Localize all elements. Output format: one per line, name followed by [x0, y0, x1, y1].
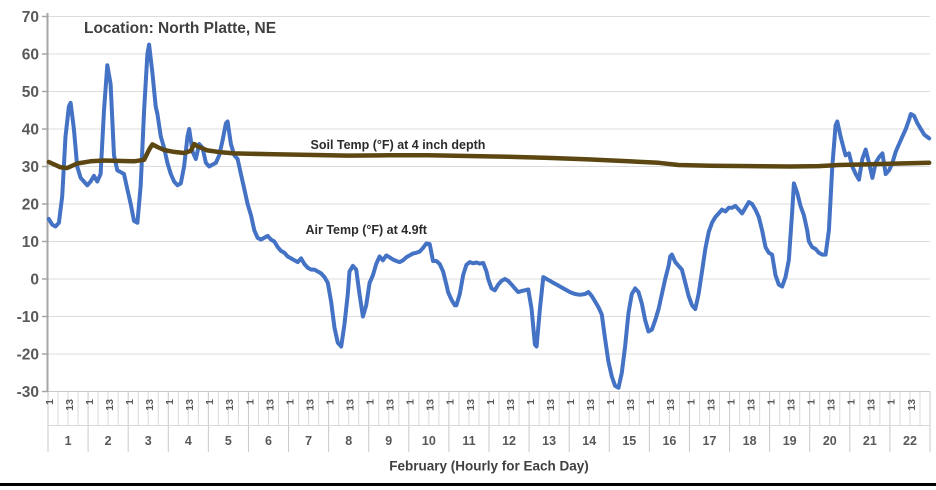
x-axis-hour-label: 1 [725, 399, 737, 405]
x-axis-hour-label: 1 [164, 399, 176, 405]
x-axis-day-label: 9 [385, 434, 392, 448]
y-axis-tick-label: 0 [30, 272, 39, 289]
x-axis-hour-label: 13 [144, 399, 156, 411]
x-axis-hour-label: 13 [866, 399, 878, 411]
soil-temp-series-label: Soil Temp (°F) at 4 inch depth [310, 137, 486, 152]
x-axis-hour-label: 1 [204, 399, 216, 405]
x-axis-day-label: 22 [903, 434, 917, 448]
x-axis-day-label: 21 [863, 434, 877, 448]
x-axis-day-label: 8 [345, 434, 352, 448]
x-axis-hour-label: 13 [184, 399, 196, 411]
x-axis-day-label: 17 [703, 434, 717, 448]
x-axis-hour-label: 13 [425, 399, 437, 411]
x-axis-hour-label: 13 [906, 399, 918, 411]
x-axis-day-label: 5 [225, 434, 232, 448]
x-axis-hour-label: 1 [365, 399, 377, 405]
y-axis-labels-group: 70 60 50 40 30 20 10 0 -10 -20 -30 [17, 9, 39, 401]
bottom-border-rule [0, 483, 936, 486]
y-axis-tick-label: 20 [22, 197, 39, 214]
x-axis-hour-label: 13 [665, 399, 677, 411]
y-axis-tick-label: 50 [22, 84, 39, 101]
x-axis-hour-label: 1 [605, 399, 617, 405]
x-axis-day-label: 19 [783, 434, 797, 448]
gridlines-group [48, 16, 930, 355]
series-line-soil [46, 141, 932, 171]
series-lines-group [46, 42, 932, 390]
y-axis-tick-label: -10 [17, 309, 39, 326]
y-axis-tick-label: 30 [22, 159, 39, 176]
air-temp-series-label: Air Temp (°F) at 4.9ft [305, 222, 427, 237]
x-axis-hour-label: 13 [745, 399, 757, 411]
x-axis-day-label: 18 [743, 434, 757, 448]
x-axis-hour-label: 13 [104, 399, 116, 411]
x-axis-hour-label: 13 [385, 399, 397, 411]
x-axis-hour-label: 1 [765, 399, 777, 405]
x-axis-day-label: 14 [582, 434, 596, 448]
y-axis-tick-label: 10 [22, 234, 39, 251]
x-axis-hour-label: 1 [525, 399, 537, 405]
x-axis-hour-label: 1 [886, 399, 898, 405]
x-axis-hour-label: 1 [324, 399, 336, 405]
x-axis-day-label: 13 [542, 434, 556, 448]
x-axis-hour-label: 13 [465, 399, 477, 411]
x-axis-hour-label: 1 [806, 399, 818, 405]
x-axis-hour-label: 1 [565, 399, 577, 405]
series-line-air [46, 42, 932, 390]
x-axis-hour-label: 1 [84, 399, 96, 405]
x-axis-hour-label: 13 [786, 399, 798, 411]
x-axis-hour-label: 1 [445, 399, 457, 405]
axes-group [42, 13, 931, 452]
x-axis-hour-label: 1 [645, 399, 657, 405]
x-axis-hour-label: 1 [485, 399, 497, 405]
x-axis-day-label: 12 [502, 434, 516, 448]
x-axis-title: February (Hourly for Each Day) [389, 458, 589, 474]
chart-title: Location: North Platte, NE [84, 20, 277, 37]
x-axis-day-label: 10 [422, 434, 436, 448]
x-axis-hour-label: 13 [264, 399, 276, 411]
x-axis-day-label: 2 [105, 434, 112, 448]
y-axis-tick-label: 40 [22, 122, 39, 139]
x-axis-day-label: 1 [65, 434, 72, 448]
x-axis-hour-label: 13 [545, 399, 557, 411]
x-axis-day-label: 6 [265, 434, 272, 448]
x-axis-hour-label: 1 [44, 399, 56, 405]
x-axis-hour-label: 1 [244, 399, 256, 405]
x-axis-hour-label: 13 [585, 399, 597, 411]
x-axis-day-label: 7 [305, 434, 312, 448]
y-axis-tick-label: -30 [17, 384, 39, 401]
y-axis-tick-label: 70 [22, 9, 39, 26]
x-axis-day-label: 11 [462, 434, 475, 448]
x-axis-hour-label: 1 [685, 399, 697, 405]
x-axis-hour-label: 13 [64, 399, 76, 411]
x-axis-day-label: 4 [185, 434, 192, 448]
x-axis-day-label: 3 [145, 434, 152, 448]
x-axis-hour-label: 13 [826, 399, 838, 411]
x-axis-hour-label: 13 [505, 399, 517, 411]
x-axis-hour-label: 1 [284, 399, 296, 405]
x-axis-hour-label: 13 [345, 399, 357, 411]
x-axis-hour-label: 13 [625, 399, 637, 411]
x-axis-hour-label: 13 [224, 399, 236, 411]
x-axis-hour-label: 1 [405, 399, 417, 405]
x-axis-hour-label: 13 [705, 399, 717, 411]
x-axis-hour-label: 13 [304, 399, 316, 411]
y-axis-tick-label: 60 [22, 47, 39, 64]
x-axis-day-label: 16 [662, 434, 676, 448]
y-axis-tick-label: -20 [17, 347, 39, 364]
x-axis-day-label: 20 [823, 434, 837, 448]
x-axis-hour-label: 1 [124, 399, 136, 405]
x-axis-hour-label: 1 [846, 399, 858, 405]
x-axis-day-label: 15 [622, 434, 636, 448]
